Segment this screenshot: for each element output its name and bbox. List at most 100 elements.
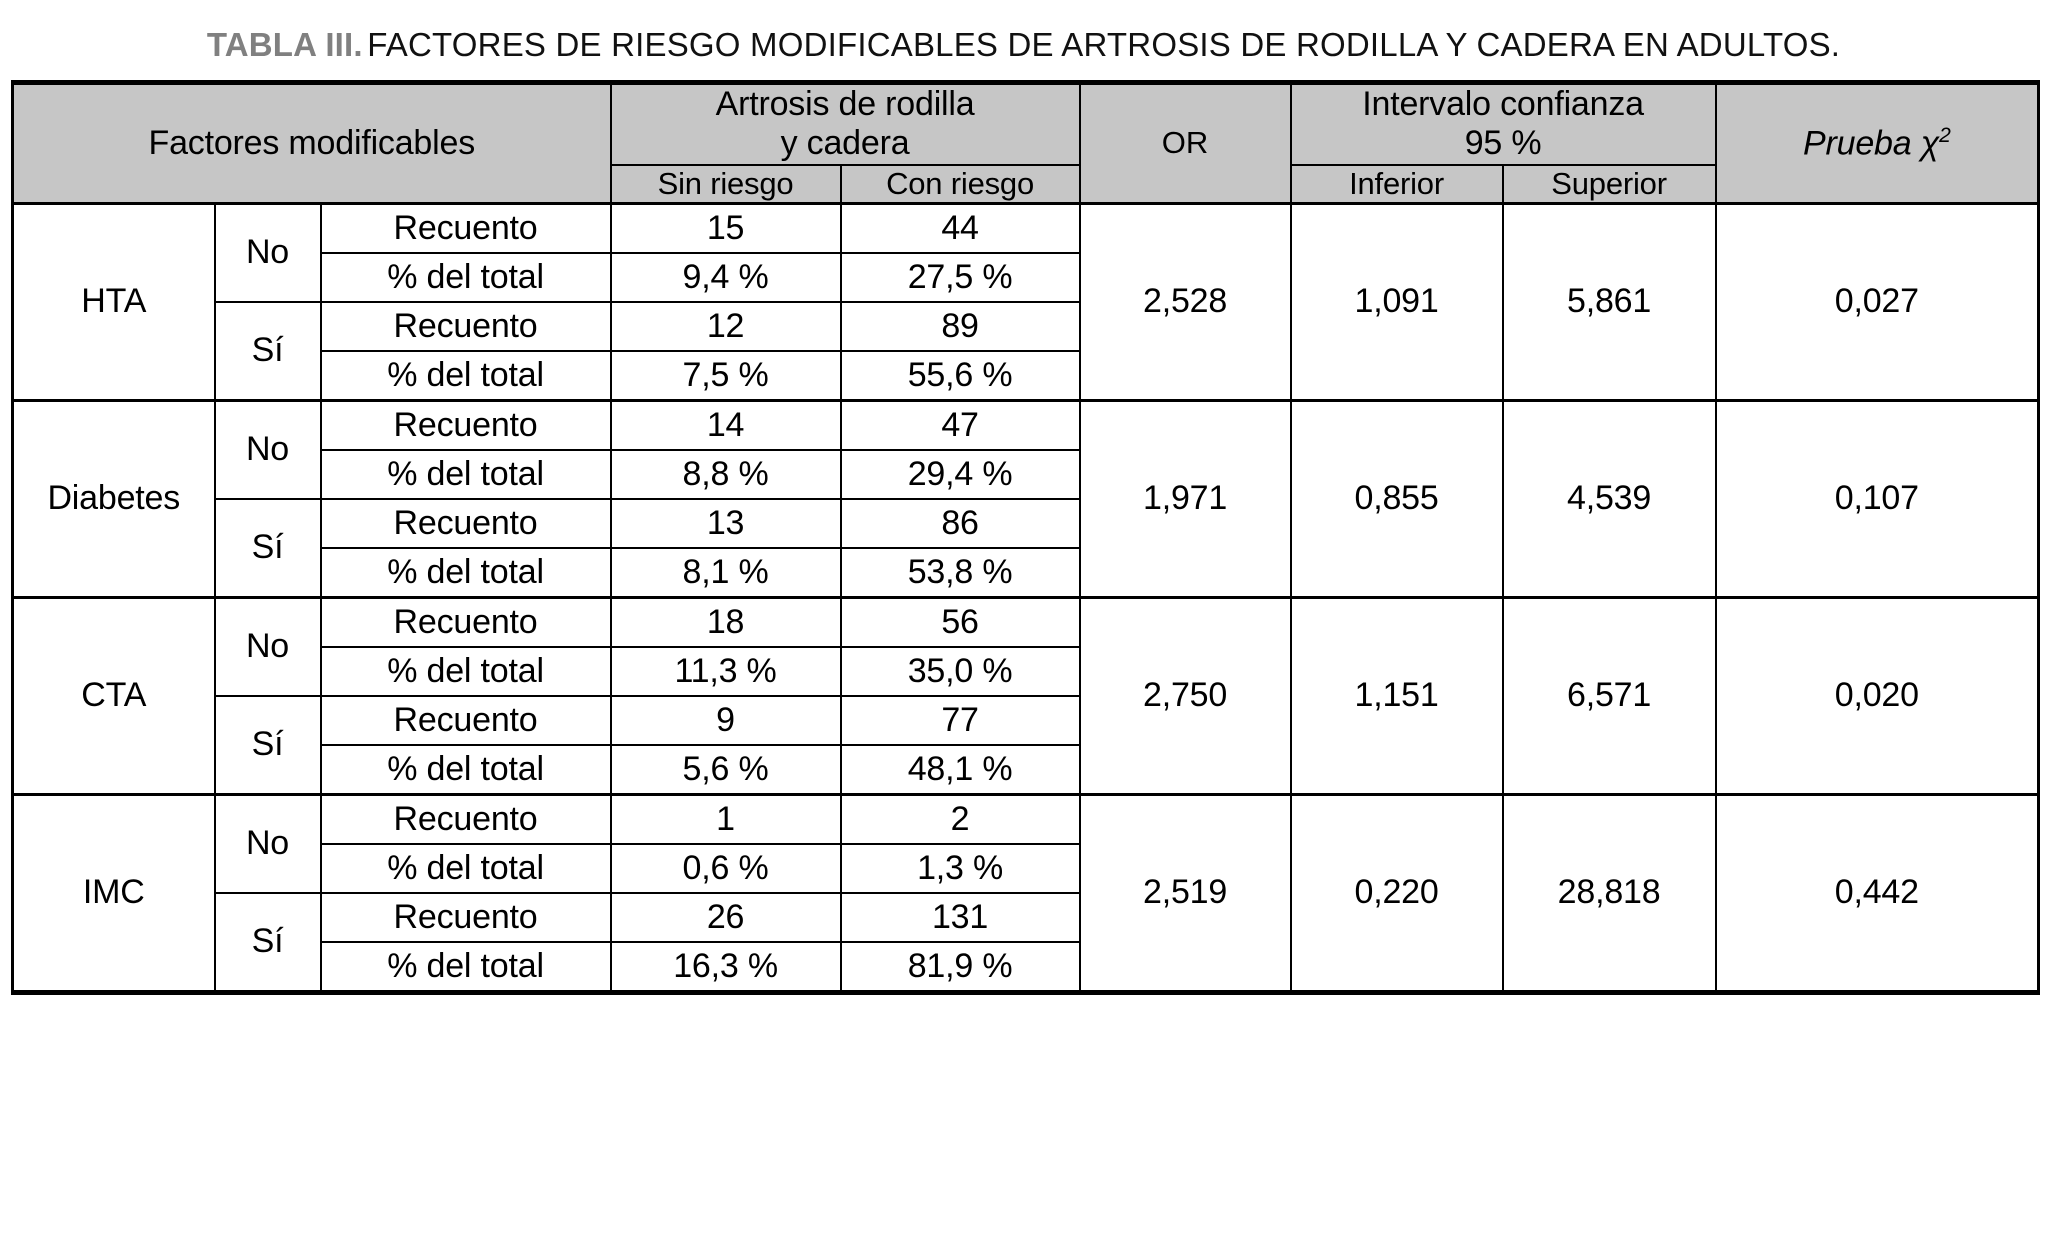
factor-name-cta: CTA: [11, 595, 216, 796]
value-con-riesgo: 77: [839, 694, 1081, 746]
measure-label-recuento: Recuento: [319, 497, 612, 549]
value-con-riesgo: 35,0 %: [839, 645, 1081, 697]
value-con-riesgo: 131: [839, 891, 1081, 943]
value-sin-riesgo: 14: [609, 398, 842, 451]
measure-label-recuento: Recuento: [319, 595, 612, 648]
table-row: % del total 8,1 % 53,8 %: [13, 546, 2039, 599]
category-no: No: [213, 398, 322, 500]
measure-label-pct: % del total: [319, 251, 612, 303]
header-con-riesgo: Con riesgo: [839, 163, 1081, 205]
measure-label-recuento: Recuento: [319, 201, 612, 254]
measure-label-pct: % del total: [319, 349, 612, 402]
measure-label-recuento: Recuento: [319, 694, 612, 746]
header-inferior: Inferior: [1289, 163, 1504, 205]
value-sin-riesgo: 8,8 %: [609, 448, 842, 500]
category-si: Sí: [213, 497, 322, 599]
value-ci-inferior: 1,151: [1289, 595, 1504, 796]
value-sin-riesgo: 8,1 %: [609, 546, 842, 599]
measure-label-pct: % del total: [319, 546, 612, 599]
table-row: Sí Recuento 13 86: [13, 497, 2039, 599]
category-no: No: [213, 201, 322, 303]
table-row: Sí Recuento 12 89: [13, 300, 2039, 402]
header-row-top: Factores modificables Artrosis de rodill…: [11, 81, 2040, 205]
value-sin-riesgo: 1: [609, 792, 842, 845]
measure-label-pct: % del total: [319, 940, 612, 994]
measure-label-pct: % del total: [319, 645, 612, 697]
value-ci-superior: 6,571: [1501, 595, 1717, 796]
value-or: 2,519: [1078, 792, 1292, 994]
factor-name-imc: IMC: [11, 792, 216, 994]
value-con-riesgo: 48,1 %: [839, 743, 1081, 796]
table-row: IMC No Recuento 1 2 2,519 0,220 28,818 0…: [11, 792, 2040, 994]
header-artrosis-line2: y cadera: [780, 124, 910, 163]
header-sin-riesgo: Sin riesgo: [609, 163, 842, 205]
value-p: 0,107: [1714, 398, 2040, 599]
measure-label-pct: % del total: [319, 448, 612, 500]
measure-label-recuento: Recuento: [319, 398, 612, 451]
value-sin-riesgo: 12: [609, 300, 842, 352]
value-or: 2,750: [1078, 595, 1292, 796]
value-con-riesgo: 55,6 %: [839, 349, 1081, 402]
value-con-riesgo: 53,8 %: [839, 546, 1081, 599]
header-prueba-chi-text: Prueba χ: [1803, 123, 1940, 162]
table-row: Sí Recuento 9 77: [13, 694, 2039, 796]
value-ci-superior: 28,818: [1501, 792, 1717, 994]
measure-label-recuento: Recuento: [319, 300, 612, 352]
risk-factors-table: Factores modificables Artrosis de rodill…: [11, 80, 2041, 995]
table-number-label: TABLA III.: [206, 26, 363, 63]
value-sin-riesgo: 5,6 %: [609, 743, 842, 796]
table-row: % del total 0,6 % 1,3 %: [13, 842, 2039, 894]
table-row: Diabetes No Recuento 14 47 1,971 0,855 4…: [11, 398, 2040, 599]
header-ci-line1: Intervalo confianza: [1362, 85, 1644, 123]
value-ci-inferior: 1,091: [1289, 201, 1504, 402]
factor-name-hta: HTA: [11, 201, 216, 402]
table-row: % del total 9,4 % 27,5 %: [13, 251, 2039, 303]
value-sin-riesgo: 26: [609, 891, 842, 943]
category-si: Sí: [213, 891, 322, 994]
table-row: % del total 11,3 % 35,0 %: [13, 645, 2039, 697]
header-prueba-chi-cuadrado: Prueba χ2: [1714, 81, 2040, 205]
value-con-riesgo: 47: [839, 398, 1081, 451]
header-artrosis-line1: Artrosis de rodilla: [715, 85, 975, 123]
value-con-riesgo: 27,5 %: [839, 251, 1081, 303]
header-artrosis-rodilla-cadera: Artrosis de rodilla y cadera: [609, 81, 1081, 166]
value-con-riesgo: 1,3 %: [839, 842, 1081, 894]
value-sin-riesgo: 11,3 %: [609, 645, 842, 697]
measure-label-recuento: Recuento: [319, 792, 612, 845]
table-row: % del total 8,8 % 29,4 %: [13, 448, 2039, 500]
value-sin-riesgo: 13: [609, 497, 842, 549]
table-row: Sí Recuento 26 131: [13, 891, 2039, 994]
value-sin-riesgo: 16,3 %: [609, 940, 842, 994]
table-row: % del total 16,3 % 81,9 %: [13, 940, 2039, 994]
value-ci-superior: 5,861: [1501, 201, 1717, 402]
value-p: 0,027: [1714, 201, 2040, 402]
value-or: 2,528: [1078, 201, 1292, 402]
category-si: Sí: [213, 694, 322, 796]
chi-square-exponent: 2: [1939, 123, 1951, 147]
value-ci-inferior: 0,855: [1289, 398, 1504, 599]
value-ci-inferior: 0,220: [1289, 792, 1504, 994]
value-sin-riesgo: 18: [609, 595, 842, 648]
value-p: 0,020: [1714, 595, 2040, 796]
value-sin-riesgo: 9: [609, 694, 842, 746]
measure-label-pct: % del total: [319, 743, 612, 796]
value-ci-superior: 4,539: [1501, 398, 1717, 599]
category-no: No: [213, 792, 322, 894]
table-row: CTA No Recuento 18 56 2,750 1,151 6,571 …: [11, 595, 2040, 796]
value-con-riesgo: 86: [839, 497, 1081, 549]
value-con-riesgo: 2: [839, 792, 1081, 845]
measure-label-pct: % del total: [319, 842, 612, 894]
table-caption: TABLA III. FACTORES DE RIESGO MODIFICABL…: [0, 26, 2047, 64]
value-con-riesgo: 89: [839, 300, 1081, 352]
header-factores-modificables: Factores modificables: [11, 81, 612, 205]
table-container: Factores modificables Artrosis de rodill…: [11, 80, 2041, 995]
value-con-riesgo: 29,4 %: [839, 448, 1081, 500]
table-head: Factores modificables Artrosis de rodill…: [11, 81, 2040, 205]
factor-name-diabetes: Diabetes: [11, 398, 216, 599]
value-sin-riesgo: 7,5 %: [609, 349, 842, 402]
header-ci-line2: 95 %: [1464, 124, 1542, 163]
value-sin-riesgo: 9,4 %: [609, 251, 842, 303]
value-con-riesgo: 81,9 %: [839, 940, 1081, 994]
measure-label-recuento: Recuento: [319, 891, 612, 943]
